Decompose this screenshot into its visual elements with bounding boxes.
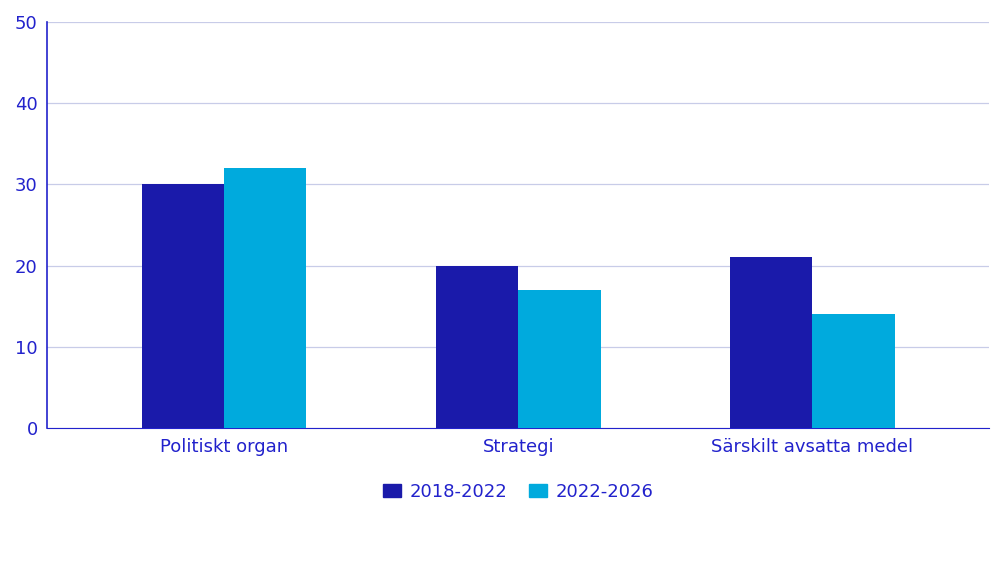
Bar [729,257,811,428]
Bar [224,168,306,428]
Bar [811,314,894,428]
Bar [435,265,518,428]
Bar [141,184,224,428]
Bar [518,290,600,428]
Legend: 2018-2022, 2022-2026: 2018-2022, 2022-2026 [375,476,661,508]
